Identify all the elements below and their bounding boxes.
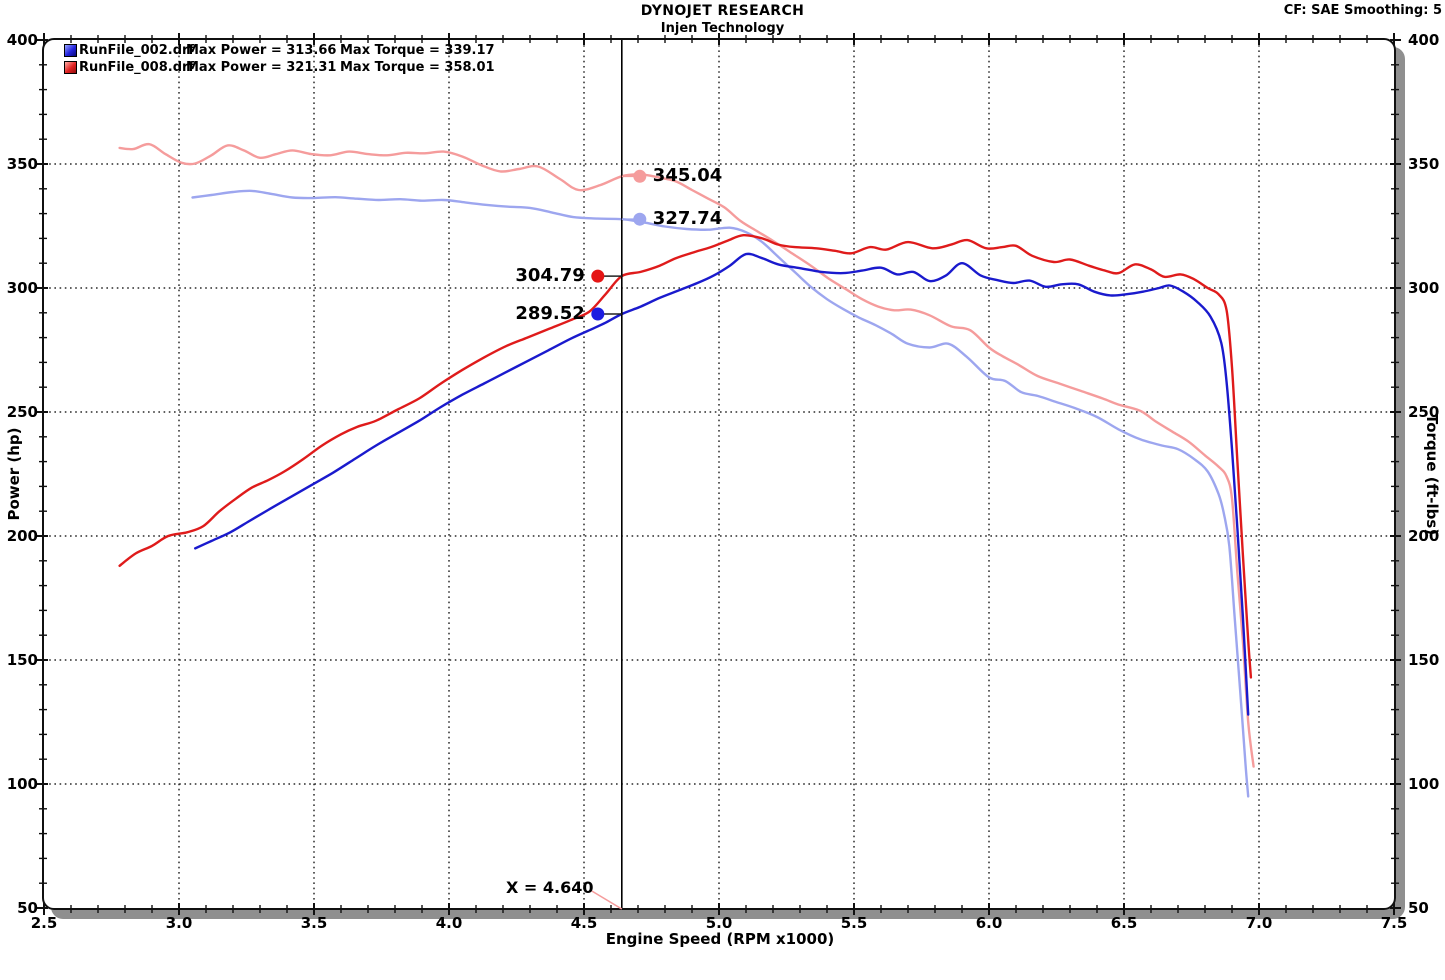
y-left-tick-label: 50 [17, 899, 38, 917]
curve-runfile-008-drf-torque-ft-lbs- [118, 142, 1255, 768]
y-right-tick-label: 50 [1408, 899, 1429, 917]
cursor-marker-value: 304.79 [515, 265, 585, 287]
legend-max-power: Max Power = 313.66 [186, 43, 337, 58]
x-tick-label: 6.5 [1110, 914, 1138, 932]
x-axis-label: Engine Speed (RPM x1000) [605, 930, 835, 948]
cursor-x-leader-line [591, 890, 623, 910]
y-right-tick-label: 400 [1408, 31, 1440, 49]
cursor-marker-value: 289.52 [515, 302, 585, 324]
y-right-tick-label: 350 [1408, 155, 1440, 173]
y-right-tick-label: 150 [1408, 651, 1440, 669]
y-left-axis-label: Power (hp) [5, 427, 23, 521]
cursor-marker-dot-3[interactable] [591, 307, 605, 321]
y-left-tick-label: 150 [6, 651, 38, 669]
curve-runfile-008-drf-power-hp- [118, 233, 1253, 679]
legend-row-run002: RunFile_002.drf Max Power = 313.66 Max T… [64, 43, 544, 58]
y-left-tick-label: 300 [6, 279, 38, 297]
x-tick-label: 7.5 [1380, 914, 1408, 932]
curve-runfile-002-drf-power-hp- [194, 252, 1250, 716]
curve-runfile-002-drf-torque-ft-lbs- [191, 189, 1250, 798]
y-right-tick-label: 300 [1408, 279, 1440, 297]
legend-row-run008: RunFile_008.drf Max Power = 321.31 Max T… [64, 60, 544, 75]
x-tick-label: 6.0 [975, 914, 1003, 932]
legend-max-torque: Max Torque = 339.17 [340, 43, 495, 58]
x-tick-label: 3.5 [300, 914, 328, 932]
x-tick-label: 4.5 [570, 914, 598, 932]
cursor-marker-value: 345.04 [652, 165, 723, 187]
correction-smoothing-label: CF: SAE Smoothing: 5 [1283, 3, 1442, 18]
x-tick-label: 7.0 [1245, 914, 1273, 932]
legend-file-name: RunFile_008.drf [79, 60, 195, 75]
x-tick-label: 2.5 [30, 914, 58, 932]
x-tick-label: 5.5 [840, 914, 868, 932]
page-title: DYNOJET RESEARCH [640, 3, 805, 19]
y-right-axis-label: Torque (ft-lbs) [1423, 414, 1441, 536]
page-subtitle: Injen Technology [660, 21, 785, 36]
y-left-tick-label: 400 [6, 31, 38, 49]
y-left-tick-label: 350 [6, 155, 38, 173]
x-tick-label: 3.0 [165, 914, 193, 932]
y-right-tick-label: 250 [1408, 403, 1440, 421]
legend-color-chip-run008 [64, 61, 77, 74]
cursor-x-value-label: X = 4.640 [506, 878, 594, 897]
y-right-tick-label: 100 [1408, 775, 1440, 793]
legend-max-torque: Max Torque = 358.01 [340, 60, 495, 75]
y-right-tick-label: 200 [1408, 527, 1440, 545]
y-left-tick-label: 250 [6, 403, 38, 421]
cursor-marker-dot-0[interactable] [633, 169, 647, 183]
legend-max-power: Max Power = 321.31 [186, 60, 337, 75]
cursor-marker-dot-2[interactable] [591, 269, 605, 283]
x-tick-label: 4.0 [435, 914, 463, 932]
cursor-marker-value: 327.74 [652, 208, 723, 230]
y-left-tick-label: 200 [6, 527, 38, 545]
cursor-marker-dot-1[interactable] [633, 212, 647, 226]
x-tick-label: 5.0 [705, 914, 733, 932]
legend-color-chip-run002 [64, 44, 77, 57]
legend-file-name: RunFile_002.drf [79, 43, 195, 58]
y-left-tick-label: 100 [6, 775, 38, 793]
